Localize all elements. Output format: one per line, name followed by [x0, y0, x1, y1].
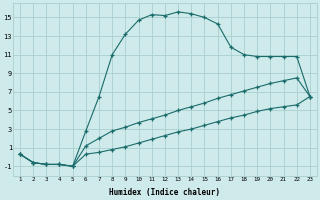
X-axis label: Humidex (Indice chaleur): Humidex (Indice chaleur)	[109, 188, 220, 197]
